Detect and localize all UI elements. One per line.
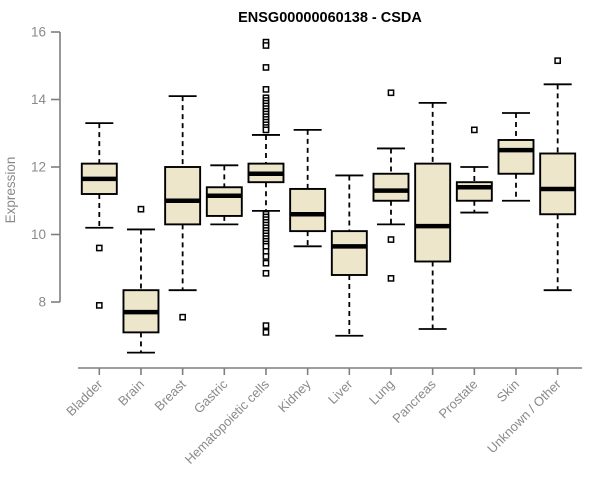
boxplot-unknown-other (539, 57, 577, 292)
x-tick-label-brain: Brain (115, 377, 147, 409)
boxplot-skin (497, 112, 535, 202)
outlier-point (554, 57, 562, 65)
outlier-point (262, 253, 270, 260)
iqr-box (455, 181, 493, 202)
iqr-box (497, 139, 535, 175)
x-tick-label-gastric: Gastric (191, 376, 231, 416)
x-tick-label-breast: Breast (152, 376, 189, 413)
y-tick-label: 10 (31, 227, 46, 242)
outlier-point (262, 322, 270, 329)
iqr-box (164, 166, 202, 226)
outlier-point (387, 275, 395, 282)
outlier-point (95, 244, 103, 252)
iqr-box (372, 172, 410, 202)
iqr-box (289, 187, 327, 233)
x-tick-label-lung: Lung (366, 377, 397, 408)
outlier-point (470, 126, 478, 134)
iqr-box (539, 152, 577, 216)
boxplot-liver (330, 174, 368, 337)
outlier-point (179, 313, 186, 321)
outlier-point (262, 126, 270, 134)
x-tick-label-skin: Skin (494, 377, 522, 405)
boxplot-pancreas (414, 101, 452, 330)
boxplot-breast (164, 95, 202, 321)
chart-title: ENSG00000060138 - CSDA (238, 10, 422, 26)
x-tick-label-liver: Liver (325, 376, 356, 407)
outlier-point (387, 236, 395, 243)
x-tick-label-bladder: Bladder (63, 376, 106, 419)
iqr-box (414, 162, 452, 263)
x-tick-label-prostate: Prostate (436, 377, 481, 422)
outlier-point (262, 64, 270, 71)
x-tick-label-pancreas: Pancreas (389, 376, 439, 426)
y-tick-label: 8 (38, 295, 46, 310)
iqr-box (330, 230, 368, 276)
outlier-point (95, 302, 103, 309)
boxplot-kidney (289, 128, 327, 248)
x-tick-label-kidney: Kidney (275, 376, 314, 415)
outlier-point (262, 269, 270, 277)
y-tick-label: 16 (31, 25, 46, 40)
boxplot-bladder (80, 122, 118, 309)
y-tick-label: 12 (31, 160, 46, 175)
outlier-point (262, 329, 270, 336)
outlier-point (137, 205, 145, 213)
outlier-point (262, 86, 270, 93)
outlier-point (387, 89, 395, 97)
x-tick-label-unknown-other: Unknown / Other (484, 376, 564, 456)
boxplot-hematopoietic-cells (247, 38, 285, 336)
boxplot-gastric (205, 164, 243, 226)
y-axis-title: Expression (3, 157, 18, 224)
y-tick-label: 14 (31, 92, 47, 107)
outlier-point (262, 259, 270, 267)
boxplot-brain (122, 205, 160, 354)
iqr-box (205, 186, 243, 217)
boxplot-lung (372, 89, 410, 282)
outlier-point (262, 42, 270, 49)
boxplot-prostate (455, 126, 493, 214)
